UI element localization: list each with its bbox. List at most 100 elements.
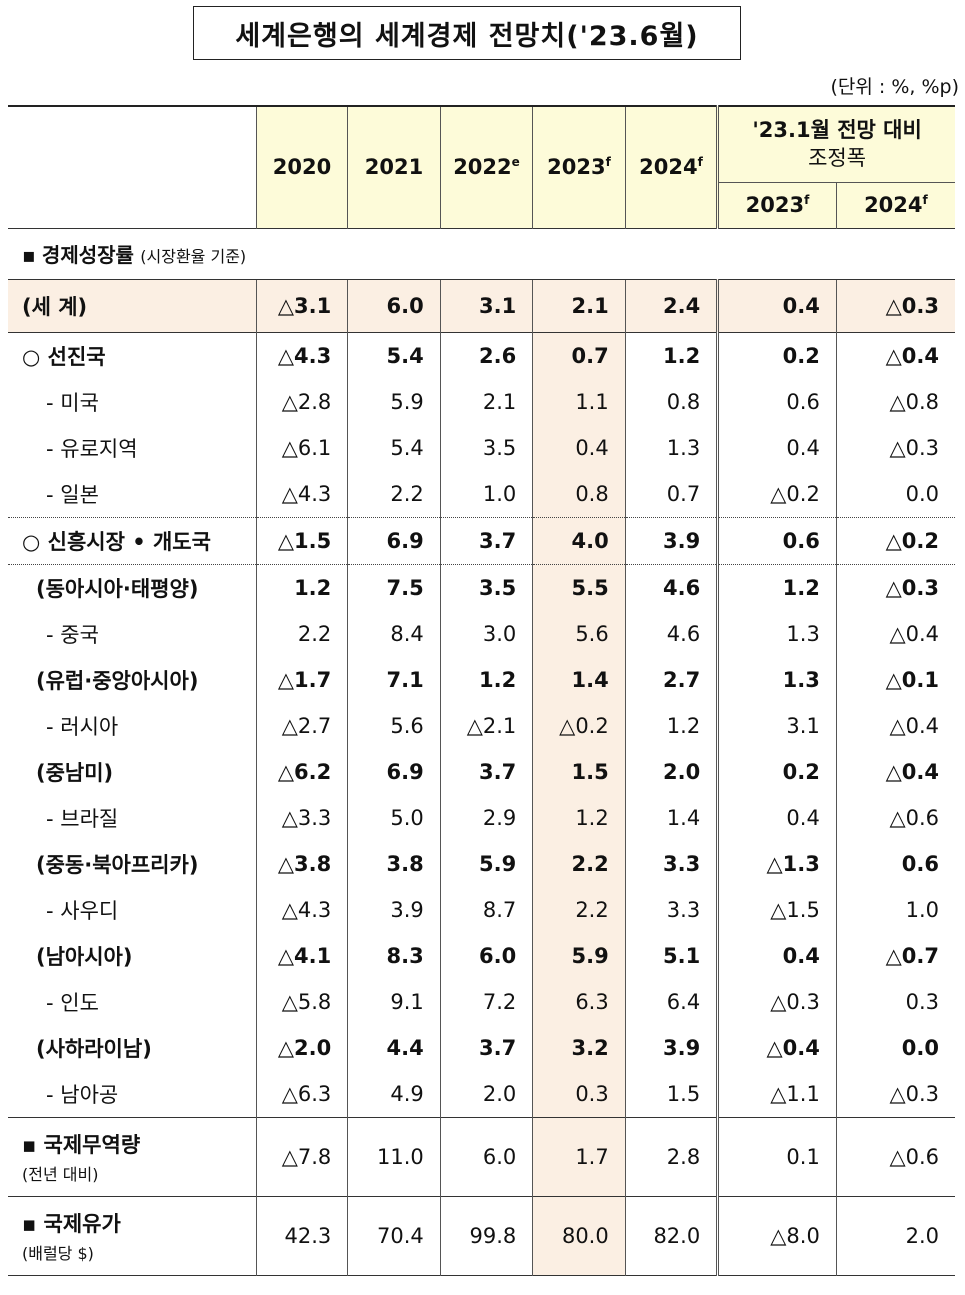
cell-adj-2023: △1.3 xyxy=(716,840,837,887)
cell-2022: 3.7 xyxy=(439,1024,533,1071)
cell-adj-2023: 0.6 xyxy=(716,516,837,564)
cell-adj-2023: △0.3 xyxy=(716,978,837,1025)
row-label: (동아시아·태평양) xyxy=(8,563,257,611)
cell-2022: 3.5 xyxy=(439,424,533,471)
cell-2022: △2.1 xyxy=(439,702,533,749)
cell-2023: 3.2 xyxy=(532,1024,626,1071)
header-year-2022: 2022e xyxy=(439,106,533,228)
page-title: 세계은행의 세계경제 전망치('23.6월) xyxy=(193,6,741,60)
cell-2022: 1.0 xyxy=(439,470,533,517)
cell-2023: 1.4 xyxy=(532,656,626,703)
cell-2020: △4.3 xyxy=(255,886,348,933)
cell-2020: △3.1 xyxy=(255,278,348,332)
section-gdp-row: ▪ 경제성장률 (시장환율 기준) xyxy=(8,227,955,279)
cell-2024: 3.9 xyxy=(624,516,718,564)
cell-2023: 2.2 xyxy=(532,840,626,887)
cell-2021: 8.3 xyxy=(347,932,441,979)
cell-adj-2024: △0.2 xyxy=(835,516,955,564)
cell-2021: 9.1 xyxy=(347,978,441,1025)
cell-2021: 7.5 xyxy=(347,563,441,611)
cell-adj-2024: 0.6 xyxy=(835,840,955,887)
oil-2020: 42.3 xyxy=(255,1195,348,1275)
cell-2021: 6.0 xyxy=(347,278,441,332)
trade-2022: 6.0 xyxy=(439,1116,533,1196)
oil-adj-2023: △8.0 xyxy=(716,1195,837,1275)
row-label: (사하라이남) xyxy=(36,1036,152,1061)
cell-2024: 4.6 xyxy=(624,563,718,611)
cell-2023: 6.3 xyxy=(532,978,626,1025)
cell-2022: 7.2 xyxy=(439,978,533,1025)
cell-adj-2024: △0.4 xyxy=(835,702,955,749)
cell-2024: 1.2 xyxy=(624,702,718,749)
cell-2024: 2.0 xyxy=(624,748,718,795)
cell-adj-2024: △0.4 xyxy=(835,610,955,657)
cell-2023: 0.8 xyxy=(532,470,626,517)
table-row: - 일본 △4.3 2.2 1.0 0.8 0.7 △0.2 0.0 xyxy=(8,470,955,517)
cell-2024: 3.3 xyxy=(624,840,718,887)
cell-adj-2023: △0.2 xyxy=(716,470,837,517)
table-row: (세 계) △3.1 6.0 3.1 2.1 2.4 0.4 △0.3 xyxy=(8,278,955,332)
cell-2022: 2.6 xyxy=(439,331,533,379)
table-row: (남아시아) △4.1 8.3 6.0 5.9 5.1 0.4 △0.7 xyxy=(8,932,955,979)
table-row: - 남아공 △6.3 4.9 2.0 0.3 1.5 △1.1 △0.3 xyxy=(8,1070,955,1117)
cell-2024: 2.7 xyxy=(624,656,718,703)
unit-label: (단위 : %, %p) xyxy=(830,76,959,98)
cell-2021: 6.9 xyxy=(347,748,441,795)
cell-2020: △1.7 xyxy=(255,656,348,703)
row-label: - 러시아 xyxy=(46,714,119,739)
table-row: ○ 선진국 △4.3 5.4 2.6 0.7 1.2 0.2 △0.4 xyxy=(8,331,955,379)
cell-2021: 5.4 xyxy=(347,424,441,471)
cell-2023: 2.1 xyxy=(532,278,626,332)
cell-2023: 5.5 xyxy=(532,563,626,611)
cell-2024: 1.3 xyxy=(624,424,718,471)
cell-2024: 0.8 xyxy=(624,378,718,425)
cell-2024: 3.3 xyxy=(624,886,718,933)
cell-2021: 7.1 xyxy=(347,656,441,703)
cell-2021: 3.8 xyxy=(347,840,441,887)
section-gdp-label: ▪ 경제성장률 (시장환율 기준) xyxy=(8,227,955,279)
row-label: - 미국 xyxy=(46,390,99,415)
cell-2020: △5.8 xyxy=(255,978,348,1025)
cell-2020: △3.8 xyxy=(255,840,348,887)
cell-2023: 2.2 xyxy=(532,886,626,933)
table-row: - 유로지역 △6.1 5.4 3.5 0.4 1.3 0.4 △0.3 xyxy=(8,424,955,471)
cell-adj-2023: 0.4 xyxy=(716,794,837,841)
cell-adj-2024: 0.0 xyxy=(835,1024,955,1071)
cell-adj-2023: 1.3 xyxy=(716,656,837,703)
table-row: (유럽·중앙아시아) △1.7 7.1 1.2 1.4 2.7 1.3 △0.1 xyxy=(8,656,955,703)
header-year-2021: 2021 xyxy=(347,106,441,228)
cell-2023: 0.4 xyxy=(532,424,626,471)
cell-2020: △1.5 xyxy=(255,516,348,564)
row-label: - 남아공 xyxy=(46,1082,119,1107)
table-row: - 미국 △2.8 5.9 2.1 1.1 0.8 0.6 △0.8 xyxy=(8,378,955,425)
table-row: - 러시아 △2.7 5.6 △2.1 △0.2 1.2 3.1 △0.4 xyxy=(8,702,955,749)
cell-adj-2023: 0.6 xyxy=(716,378,837,425)
cell-2020: △6.1 xyxy=(255,424,348,471)
cell-adj-2024: 1.0 xyxy=(835,886,955,933)
trade-row: ▪ 국제무역량 (전년 대비) △7.8 11.0 6.0 1.7 2.8 0.… xyxy=(8,1116,955,1196)
header-year-2020: 2020 xyxy=(255,106,348,228)
header-year-2024: 2024f xyxy=(624,106,718,228)
cell-adj-2024: △0.1 xyxy=(835,656,955,703)
forecast-table: 2020 2021 2022e 2023f 2024f '23.1월 전망 대비… xyxy=(8,105,955,1276)
cell-adj-2023: △1.5 xyxy=(716,886,837,933)
trade-2021: 11.0 xyxy=(347,1116,441,1196)
cell-adj-2023: △0.4 xyxy=(716,1024,837,1071)
cell-2022: 2.1 xyxy=(439,378,533,425)
row-label: (남아시아) xyxy=(36,944,133,969)
cell-adj-2024: △0.3 xyxy=(835,1070,955,1117)
cell-adj-2024: △0.3 xyxy=(835,424,955,471)
cell-2020: △4.3 xyxy=(255,331,348,379)
cell-2024: 1.2 xyxy=(624,331,718,379)
trade-2024: 2.8 xyxy=(624,1116,718,1196)
header-year-2023: 2023f xyxy=(532,106,626,228)
oil-adj-2024: 2.0 xyxy=(835,1195,955,1275)
cell-2022: 2.9 xyxy=(439,794,533,841)
cell-adj-2023: 1.3 xyxy=(716,610,837,657)
cell-2021: 2.2 xyxy=(347,470,441,517)
row-label: - 브라질 xyxy=(46,806,119,831)
trade-2020: △7.8 xyxy=(255,1116,348,1196)
oil-2024: 82.0 xyxy=(624,1195,718,1275)
row-label: - 인도 xyxy=(46,990,99,1015)
cell-2021: 5.6 xyxy=(347,702,441,749)
